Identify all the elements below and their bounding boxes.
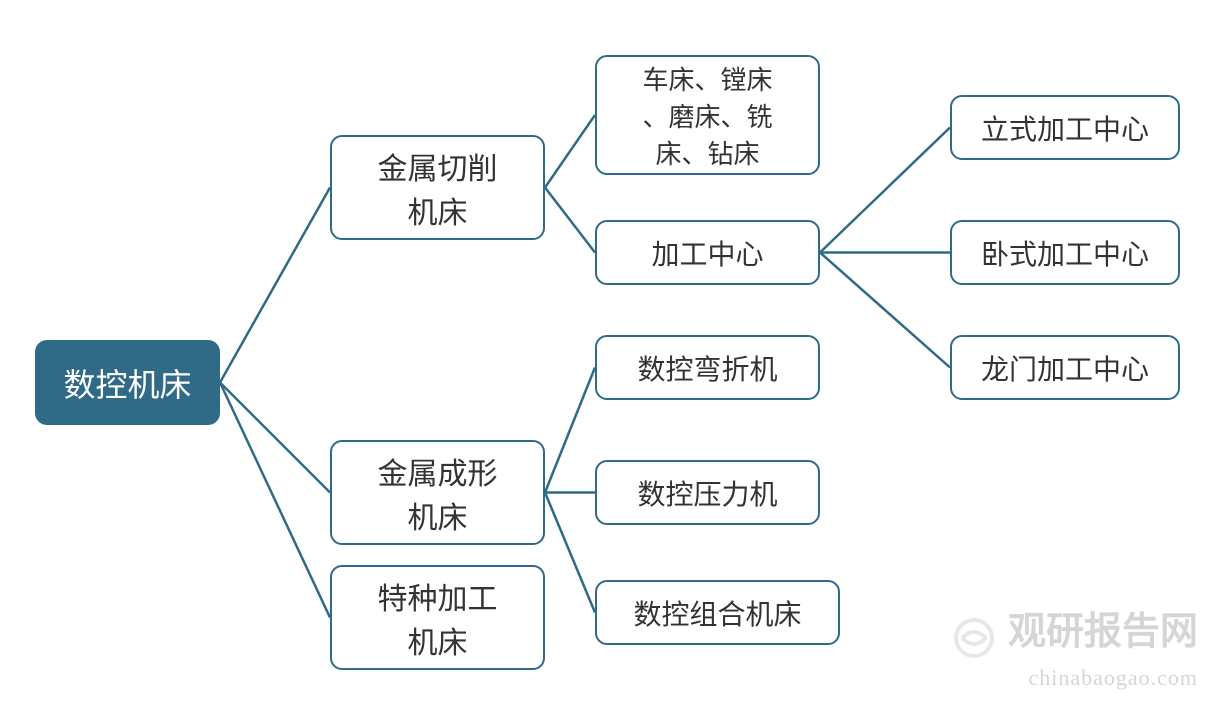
tree-node-label: 金属成形机床 <box>378 449 498 537</box>
tree-node-l2c: 特种加工机床 <box>330 565 545 670</box>
watermark-logo-icon <box>952 616 996 665</box>
tree-node-label: 龙门加工中心 <box>981 348 1149 388</box>
tree-node-l4a: 立式加工中心 <box>950 95 1180 160</box>
watermark: 观研报告网 chinabaogao.com <box>952 600 1198 691</box>
tree-node-l3b2: 数控压力机 <box>595 460 820 525</box>
tree-node-l3a1: 车床、镗床、磨床、铣床、钻床 <box>595 55 820 175</box>
tree-edge <box>545 115 595 188</box>
tree-node-label: 金属切削机床 <box>378 144 498 232</box>
tree-edge <box>220 188 330 383</box>
tree-edge <box>820 253 950 368</box>
tree-node-root: 数控机床 <box>35 340 220 425</box>
tree-node-label: 数控机床 <box>63 360 191 406</box>
tree-node-l4b: 卧式加工中心 <box>950 220 1180 285</box>
watermark-url: chinabaogao.com <box>952 665 1198 691</box>
tree-node-label: 立式加工中心 <box>981 108 1149 148</box>
tree-node-label: 车床、镗床、磨床、铣床、钻床 <box>642 60 772 171</box>
tree-edge <box>545 188 595 253</box>
tree-edge <box>545 493 595 613</box>
tree-node-l4c: 龙门加工中心 <box>950 335 1180 400</box>
tree-node-label: 加工中心 <box>651 233 763 273</box>
tree-node-label: 数控压力机 <box>637 473 777 513</box>
tree-node-l2a: 金属切削机床 <box>330 135 545 240</box>
watermark-brand: 观研报告网 <box>1008 611 1198 653</box>
tree-node-label: 数控弯折机 <box>637 348 777 388</box>
tree-node-label: 数控组合机床 <box>633 593 801 633</box>
tree-node-l3b3: 数控组合机床 <box>595 580 840 645</box>
tree-node-label: 卧式加工中心 <box>981 233 1149 273</box>
tree-node-l3a2: 加工中心 <box>595 220 820 285</box>
tree-edge <box>820 128 950 253</box>
tree-node-label: 特种加工机床 <box>378 574 498 662</box>
tree-node-l3b1: 数控弯折机 <box>595 335 820 400</box>
tree-node-l2b: 金属成形机床 <box>330 440 545 545</box>
tree-edge <box>545 368 595 493</box>
tree-edge <box>220 383 330 618</box>
tree-edge <box>220 383 330 493</box>
